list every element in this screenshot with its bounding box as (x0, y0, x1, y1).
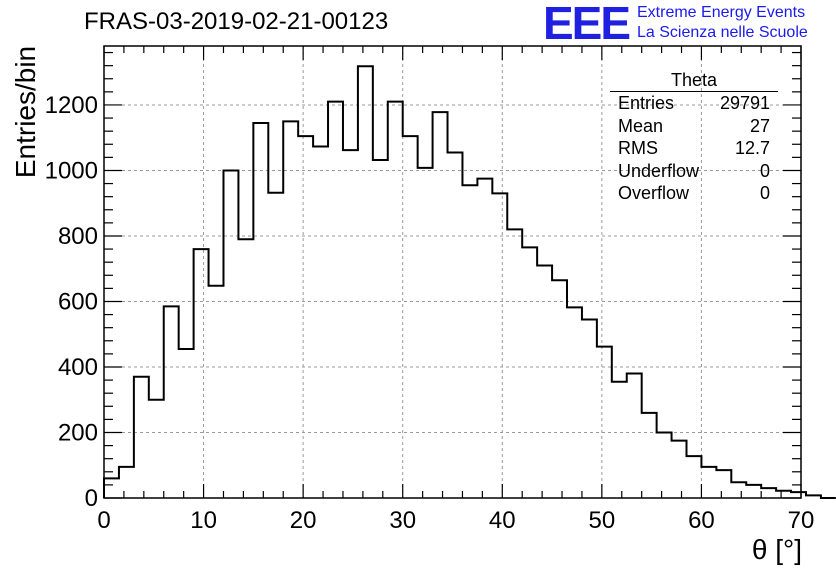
x-tick-label: 30 (389, 507, 416, 534)
y-tick-label: 1200 (45, 92, 98, 119)
x-tick-label: 0 (97, 507, 110, 534)
histogram-bin (672, 441, 687, 498)
histogram-bin (537, 265, 552, 498)
y-tick-label: 200 (58, 419, 98, 446)
stats-value: 0 (759, 183, 770, 203)
histogram-bin (492, 193, 507, 498)
histogram-bin (746, 485, 761, 498)
histogram-bin (642, 413, 657, 498)
histogram-bin (448, 152, 463, 498)
histogram-bin (268, 193, 283, 498)
histogram-bin (701, 467, 716, 498)
tick-labels: 0 10 20 30 40 50 60 70 0 200 400 600 800 1000 1200 (45, 92, 815, 534)
logo-line-2: La Scienza nelle Scuole (637, 24, 808, 41)
histogram-bin (716, 470, 731, 498)
stats-title: Theta (610, 70, 778, 92)
histogram-bin (238, 239, 253, 498)
histogram-bin (149, 400, 164, 498)
stats-label: RMS (618, 138, 658, 158)
histogram-bin (253, 123, 268, 498)
x-axis-label: θ [°] (751, 534, 802, 565)
y-tick-label: 600 (58, 288, 98, 315)
histogram-bars (103, 65, 836, 499)
histogram-bin (597, 347, 612, 498)
axis-ticks (103, 46, 802, 499)
histogram-bin (313, 147, 328, 498)
stats-value: 0 (759, 160, 770, 181)
histogram-bin (388, 102, 403, 498)
stats-row: Mean 27 (610, 115, 778, 138)
stats-label: Overflow (618, 183, 690, 203)
stats-value: 29791 (719, 93, 770, 113)
histogram-bin (657, 432, 672, 498)
histogram-bin (612, 382, 627, 498)
x-tick-label: 40 (489, 507, 516, 534)
histogram-bin (283, 121, 298, 498)
y-tick-label: 0 (85, 485, 98, 512)
y-tick-label: 1000 (45, 157, 98, 184)
histogram-bin (731, 482, 746, 498)
histogram-bin (567, 307, 582, 498)
y-tick-label: 800 (58, 223, 98, 250)
histogram-outline (103, 65, 836, 499)
histogram-bin (418, 168, 433, 498)
histogram-bin (477, 179, 492, 498)
histogram-bin (179, 349, 194, 498)
stats-row: Entries 29791 (610, 92, 778, 115)
histogram-bin (433, 112, 448, 498)
histogram-bin (507, 229, 522, 498)
histogram-bin (328, 102, 343, 498)
logo-line-1: Extreme Energy Events (637, 4, 806, 21)
histogram-bin (462, 185, 477, 498)
stats-row: RMS 12.7 (610, 137, 778, 160)
histogram-bin (104, 478, 119, 498)
histogram-bin (209, 286, 224, 498)
x-tick-label: 60 (688, 507, 715, 534)
grid-lines (104, 46, 801, 498)
y-axis-label: Entries/bin (10, 45, 41, 179)
histogram-bin (582, 319, 597, 498)
stats-row: Overflow 0 (610, 182, 778, 205)
histogram-bin (686, 456, 701, 498)
histogram-bin (358, 66, 373, 498)
histogram-bin (776, 491, 791, 498)
histogram-bin (627, 374, 642, 498)
histogram-bin (791, 492, 806, 498)
stats-row: Underflow 0 (610, 160, 778, 183)
histogram-bin (552, 280, 567, 498)
x-tick-label: 10 (190, 507, 217, 534)
chart-title: FRAS-03-2019-02-21-00123 (84, 8, 389, 35)
histogram-bin (119, 467, 134, 498)
stats-value: 12.7 (734, 138, 770, 158)
x-tick-label: 70 (788, 507, 815, 534)
stats-box: Theta Entries 29791 Mean 27 RMS 12.7 Und… (610, 70, 778, 205)
stats-value: 27 (749, 115, 770, 136)
stats-label: Underflow (618, 160, 700, 181)
histogram-bin (522, 247, 537, 498)
histogram-bin (194, 249, 209, 498)
histogram-bin (403, 136, 418, 498)
histogram-bin (373, 160, 388, 498)
histogram-bin (164, 306, 179, 498)
histogram-bin (134, 377, 149, 498)
plot-frame (103, 45, 802, 499)
x-tick-label: 20 (290, 507, 317, 534)
histogram-bin (343, 150, 358, 498)
stats-label: Mean (618, 115, 664, 136)
y-tick-label: 400 (58, 354, 98, 381)
histogram-bin (223, 170, 238, 498)
histogram-bin (761, 488, 776, 498)
histogram-bin (806, 495, 821, 498)
histogram-bin (298, 136, 313, 498)
eee-logo: EEE (543, 0, 631, 49)
x-tick-label: 50 (589, 507, 616, 534)
stats-label: Entries (618, 93, 675, 113)
